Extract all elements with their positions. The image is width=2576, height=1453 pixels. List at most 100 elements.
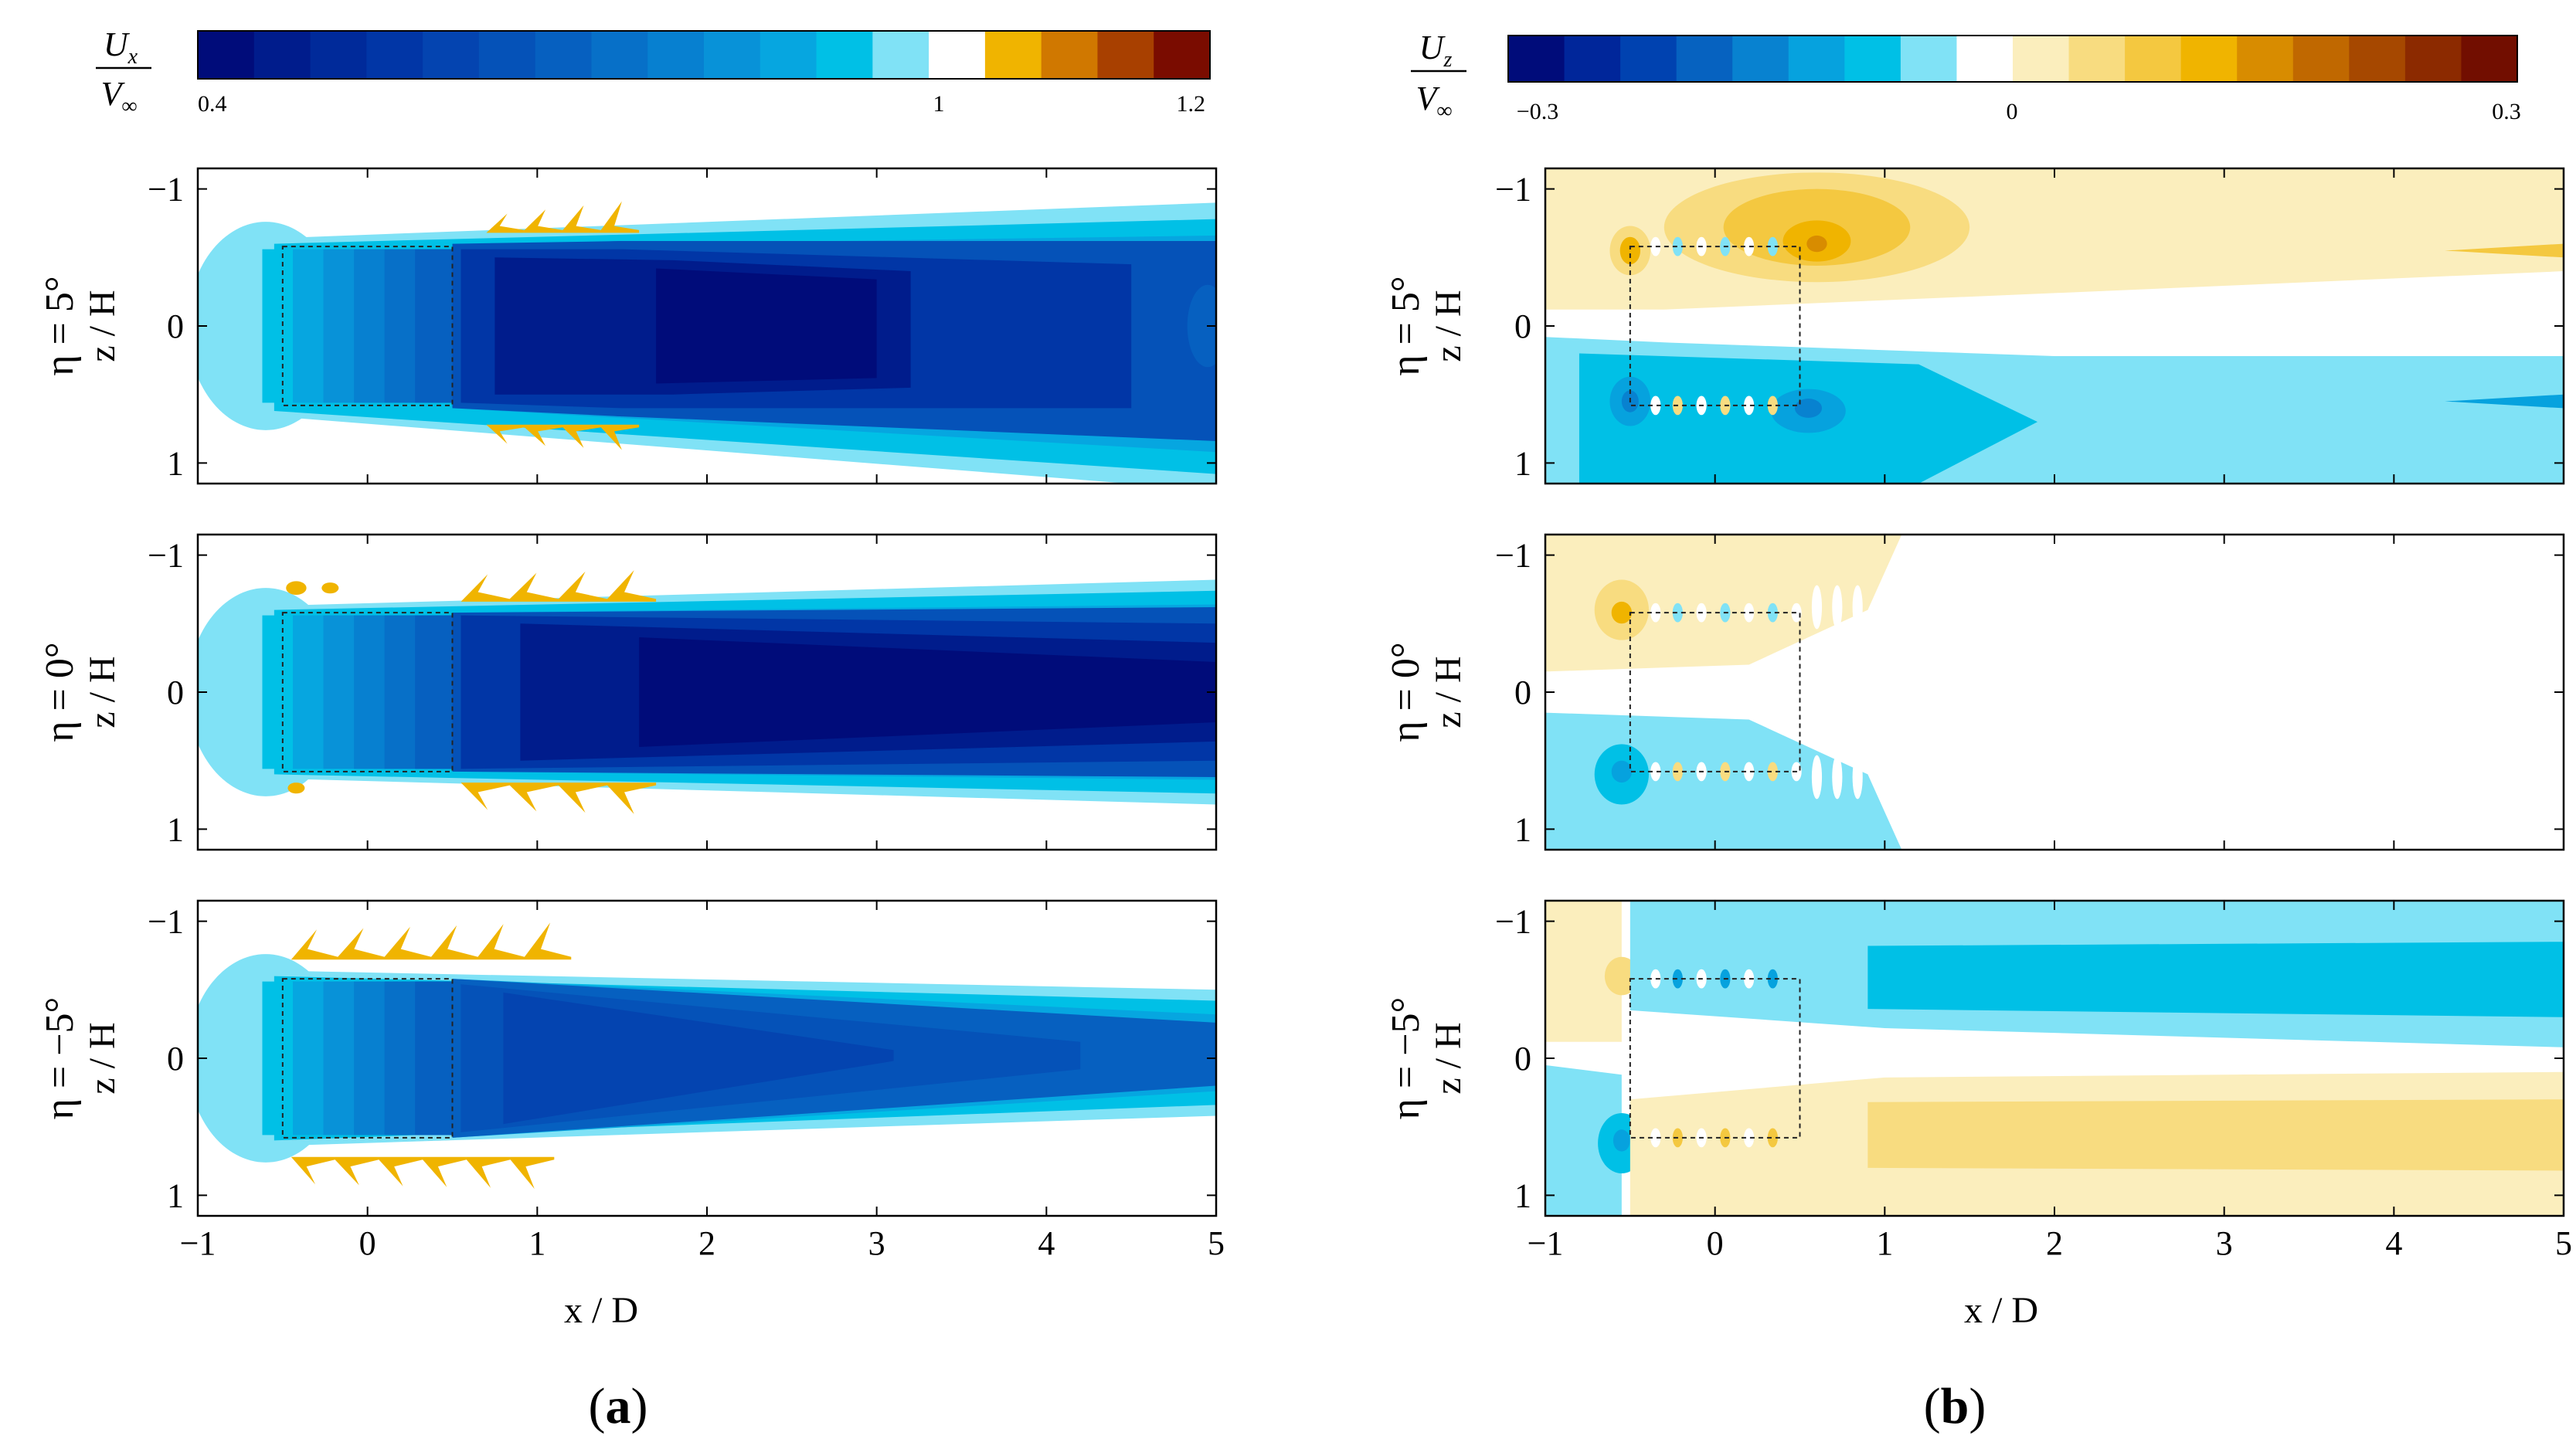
y-tick-label: −1	[148, 537, 184, 575]
colorbar-a-label-num-sub: x	[127, 45, 138, 69]
y-tick-label: 0	[167, 1040, 184, 1078]
contour-blob	[1672, 236, 1683, 256]
cylinder-outline	[281, 612, 454, 772]
contour-band	[1545, 1064, 1622, 1216]
colorbar-a-label-num: U	[104, 25, 131, 63]
xlabel-b: x / D	[1964, 1290, 2038, 1331]
contour-blob	[1767, 396, 1778, 416]
contour-blob	[1852, 755, 1863, 799]
contour-field	[1545, 535, 2564, 850]
colorbar-a-label-den-sub: ∞	[121, 94, 137, 118]
svg-text:V∞: V∞	[1416, 80, 1453, 123]
contour-blob	[1650, 1128, 1661, 1148]
y-tick-label: −1	[1495, 537, 1531, 575]
contour-blob	[1811, 585, 1823, 630]
contour-blob	[1744, 236, 1755, 256]
colorbar-a-label-den: V	[101, 75, 126, 113]
colorbar-b-label-den: V	[1416, 80, 1441, 117]
contour-blob	[1650, 236, 1661, 256]
colorbar-a-swatch	[816, 31, 873, 79]
x-tick-label: 5	[1208, 1224, 1225, 1262]
row-label-eta: η = 5°	[1384, 276, 1428, 375]
colorbar-b-swatch	[2461, 36, 2518, 82]
ylabel: z / H	[82, 1022, 123, 1094]
y-tick-label: −1	[1495, 903, 1531, 941]
x-tick-label: 0	[1707, 1224, 1724, 1262]
colorbar-a-swatch	[647, 31, 705, 79]
ylabel: z / H	[82, 656, 123, 728]
colorbar-b-swatch	[2292, 36, 2350, 82]
contour-blob	[1744, 969, 1755, 989]
colorbar-a-swatch	[872, 31, 929, 79]
contour-band	[503, 992, 894, 1125]
x-tick-label: 2	[698, 1224, 715, 1262]
contour-blob	[1811, 755, 1823, 799]
contour-blob	[1650, 603, 1661, 623]
x-tick-label: 0	[359, 1224, 376, 1262]
colorbar-b-swatch	[2125, 36, 2182, 82]
x-tick-label: 2	[2046, 1224, 2063, 1262]
contour-blob	[286, 581, 307, 596]
contour-blob	[1767, 762, 1778, 782]
cylinder-outline	[1629, 246, 1801, 406]
y-tick-label: 0	[1514, 1040, 1531, 1078]
colorbar-a-swatch	[310, 31, 367, 79]
y-tick-label: 0	[1514, 307, 1531, 345]
colorbar-a-swatches	[198, 31, 1211, 79]
colorbar-b-tick-2: 0.3	[2492, 99, 2521, 124]
colorbar-a-swatch	[1097, 31, 1154, 79]
colorbar-b-swatch	[1732, 36, 1789, 82]
colorbar-a: 0.4 1 1.2 Ux V∞	[96, 25, 1211, 118]
colorbar-a-swatch	[1041, 31, 1099, 79]
colorbar-a-swatch	[253, 31, 311, 79]
contour-blob	[1187, 284, 1216, 368]
colorbar-a-swatch	[478, 31, 536, 79]
y-tick-label: 1	[1514, 444, 1531, 482]
panel-b: −0.3 0 0.3 Uz V∞ −1 0 1 z / H η = 5° −1 0 1 z / …	[1384, 29, 2572, 1434]
colorbar-b-swatch	[1844, 36, 1901, 82]
contour-blob	[1767, 1128, 1778, 1148]
row-label-eta: η = −5°	[38, 997, 82, 1120]
x-tick-label: −1	[1528, 1224, 1564, 1262]
colorbar-a-swatch	[423, 31, 480, 79]
contour-blob	[1744, 762, 1755, 782]
contour-band	[460, 783, 657, 814]
x-tick-label: −1	[180, 1224, 216, 1262]
colorbar-a-tick-2: 1.2	[1177, 91, 1206, 117]
contour-field	[198, 168, 1216, 484]
contour-band	[415, 249, 453, 403]
contour-blob	[1650, 969, 1661, 989]
ylabel: z / H	[1428, 656, 1469, 728]
colorbar-b-swatch	[2349, 36, 2406, 82]
contour-blob	[1744, 603, 1755, 623]
row-label-eta: η = 0°	[1384, 642, 1428, 742]
contour-blob	[1619, 236, 1641, 265]
ylabel: z / H	[82, 290, 123, 362]
colorbar-a-swatch	[591, 31, 648, 79]
subplot-a-1: −1 0 1 z / Hη = 0°	[38, 533, 1218, 851]
panel-label-a: (a)	[589, 1378, 648, 1434]
svg-text:V∞: V∞	[101, 75, 138, 118]
contour-band	[486, 201, 640, 233]
contour-band	[1867, 942, 2564, 1017]
y-tick-label: 0	[1514, 674, 1531, 711]
y-tick-label: 1	[1514, 1176, 1531, 1214]
x-tick-label: 1	[528, 1224, 545, 1262]
colorbar-b-label-den-sub: ∞	[1436, 99, 1452, 123]
contour-blob	[1832, 755, 1843, 799]
contour-band	[639, 637, 1216, 747]
y-tick-label: 1	[167, 444, 184, 482]
contour-blob	[1744, 396, 1755, 416]
colorbar-b-swatch	[1788, 36, 1845, 82]
panel-label-b: (b)	[1924, 1378, 1986, 1434]
colorbar-b-swatch	[1508, 36, 1565, 82]
y-tick-label: 0	[167, 674, 184, 711]
panel-label-a-letter: a	[606, 1378, 631, 1434]
colorbar-a-frame	[197, 30, 1211, 80]
colorbar-b: −0.3 0 0.3 Uz V∞	[1411, 29, 2521, 124]
ylabel: z / H	[1428, 1022, 1469, 1094]
contour-blob	[1744, 1128, 1755, 1148]
colorbar-a-tick-1: 1	[933, 91, 945, 117]
